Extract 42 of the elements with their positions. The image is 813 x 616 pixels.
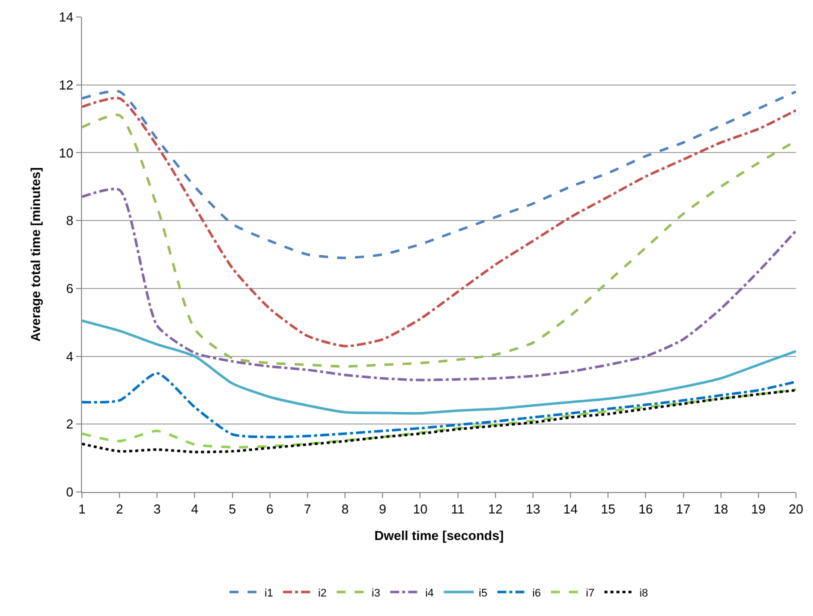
x-tick-label: 10 bbox=[412, 502, 428, 517]
line-series bbox=[82, 188, 796, 382]
x-tick-label: 17 bbox=[676, 502, 690, 517]
y-tick-label: 2 bbox=[66, 416, 74, 432]
x-tick-label: 1 bbox=[78, 502, 86, 517]
x-tick-label: 20 bbox=[788, 502, 804, 517]
legend-label: i3 bbox=[372, 587, 380, 600]
x-tick-label: 18 bbox=[714, 502, 728, 517]
legend-label: i2 bbox=[318, 587, 327, 600]
y-tick-label: 12 bbox=[58, 77, 74, 92]
legend-label: i8 bbox=[639, 587, 648, 600]
y-tick-label: 4 bbox=[66, 348, 74, 364]
x-tick-label: 8 bbox=[341, 502, 349, 517]
line-series bbox=[82, 372, 796, 438]
x-tick-label: 14 bbox=[563, 502, 578, 517]
line-series bbox=[82, 90, 796, 260]
x-tick-label: 4 bbox=[191, 502, 198, 517]
line-series bbox=[82, 319, 796, 415]
y-axis-title: Average total time [minutes] bbox=[28, 167, 43, 342]
y-tick-label: 0 bbox=[66, 484, 74, 500]
x-tick-label: 19 bbox=[751, 502, 766, 517]
legend-label: i1 bbox=[264, 587, 274, 600]
x-tick-label: 2 bbox=[116, 502, 124, 517]
x-tick-label: 12 bbox=[488, 502, 503, 517]
x-tick-label: 13 bbox=[526, 502, 540, 517]
y-tick-label: 10 bbox=[58, 145, 74, 160]
legend-label: i6 bbox=[532, 587, 541, 600]
x-tick-label: 6 bbox=[266, 502, 274, 517]
y-tick-label: 6 bbox=[66, 280, 74, 296]
x-tick-label: 15 bbox=[600, 502, 616, 517]
x-tick-label: 5 bbox=[228, 502, 236, 517]
x-tick-label: 3 bbox=[154, 502, 161, 517]
x-tick-label: 9 bbox=[379, 502, 386, 517]
y-tick-label: 8 bbox=[66, 213, 74, 228]
x-tick-label: 11 bbox=[451, 502, 465, 517]
legend-label: i5 bbox=[478, 587, 488, 600]
legend-label: i4 bbox=[425, 587, 434, 600]
legend-label: i7 bbox=[586, 587, 594, 600]
x-tick-label: 16 bbox=[638, 502, 653, 517]
x-axis-title: Dwell time [seconds] bbox=[374, 528, 504, 544]
x-tick-label: 7 bbox=[304, 502, 312, 517]
y-tick-label: 14 bbox=[58, 10, 74, 25]
